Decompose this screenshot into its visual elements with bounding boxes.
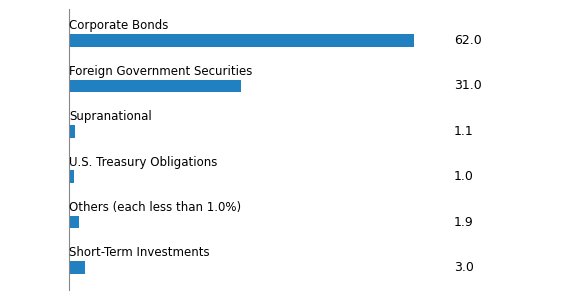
Text: 1.9: 1.9 bbox=[454, 215, 474, 229]
Text: Others (each less than 1.0%): Others (each less than 1.0%) bbox=[69, 201, 241, 214]
Text: Corporate Bonds: Corporate Bonds bbox=[69, 20, 168, 33]
Text: Short-Term Investments: Short-Term Investments bbox=[69, 246, 209, 259]
Text: 3.0: 3.0 bbox=[454, 261, 474, 274]
Text: 1.0: 1.0 bbox=[454, 170, 474, 183]
Text: 62.0: 62.0 bbox=[454, 34, 482, 47]
Bar bbox=[69, 261, 85, 274]
Text: 31.0: 31.0 bbox=[454, 80, 482, 92]
Bar bbox=[69, 216, 79, 229]
Bar bbox=[69, 170, 74, 183]
Bar bbox=[69, 34, 414, 47]
Bar bbox=[69, 80, 241, 92]
Text: 1.1: 1.1 bbox=[454, 125, 474, 138]
Bar bbox=[69, 125, 75, 138]
Text: Supranational: Supranational bbox=[69, 110, 151, 123]
Text: U.S. Treasury Obligations: U.S. Treasury Obligations bbox=[69, 155, 217, 168]
Text: Foreign Government Securities: Foreign Government Securities bbox=[69, 65, 252, 78]
